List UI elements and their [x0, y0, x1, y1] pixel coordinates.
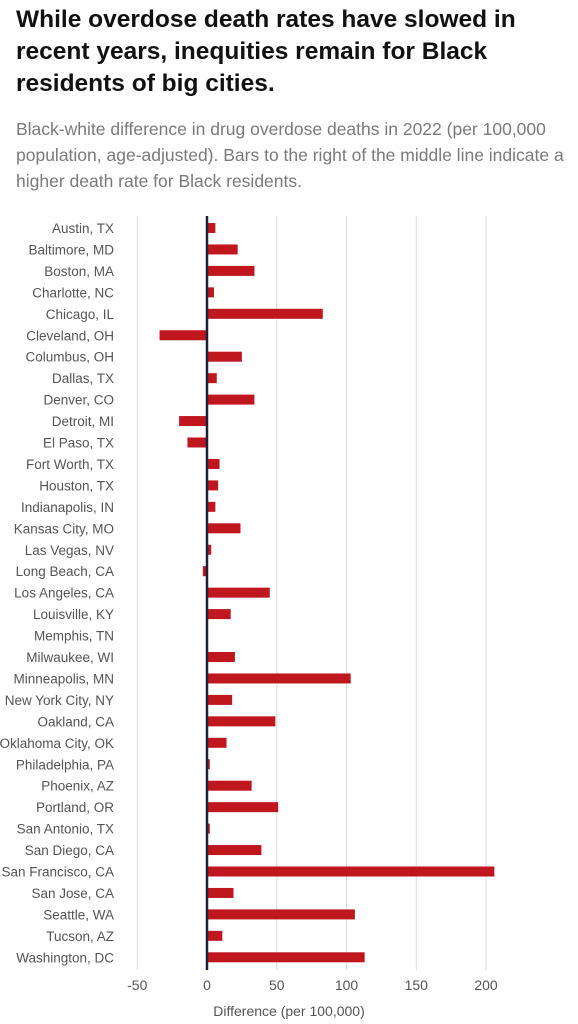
category-label: Oakland, CA: [37, 714, 114, 729]
bar: [207, 866, 495, 877]
category-label: Portland, OR: [36, 800, 114, 815]
category-label: El Paso, TX: [43, 436, 114, 451]
category-label: Charlotte, NC: [32, 285, 114, 300]
bars: [159, 223, 495, 963]
bar: [207, 223, 216, 233]
bar: [202, 566, 207, 577]
bar: [207, 480, 219, 491]
category-labels: Austin, TX Baltimore, MD Boston, MA Charlot…: [0, 221, 114, 965]
category-label: Las Vegas, NV: [25, 543, 114, 558]
bar: [207, 501, 216, 512]
bar: [207, 909, 355, 920]
category-label: New York City, NY: [5, 693, 114, 708]
category-label: Long Beach, CA: [16, 564, 114, 579]
x-tick-label: -50: [127, 977, 147, 993]
category-label: San Diego, CA: [25, 843, 114, 858]
bar: [207, 609, 231, 620]
category-label: Austin, TX: [52, 221, 114, 236]
bar: [207, 845, 262, 856]
bar: [207, 930, 223, 941]
category-label: Houston, TX: [39, 478, 114, 493]
category-label: Seattle, WA: [43, 907, 114, 922]
category-label: Columbus, OH: [25, 350, 114, 365]
category-label: Baltimore, MD: [28, 242, 114, 257]
x-tick-label: 50: [269, 977, 285, 993]
bar: [207, 587, 270, 598]
category-label: Milwaukee, WI: [26, 650, 114, 665]
category-label: Fort Worth, TX: [26, 457, 114, 472]
x-axis: -50 0 50 100 150 200: [127, 216, 498, 993]
category-label: San Jose, CA: [31, 886, 114, 901]
bar: [207, 544, 212, 555]
bar: [179, 416, 207, 427]
bar: [187, 437, 207, 448]
bar: [207, 373, 217, 384]
category-label: Washington, DC: [16, 950, 114, 965]
bar: [207, 244, 238, 255]
bar: [207, 737, 227, 748]
bar: [207, 802, 279, 813]
category-label: Detroit, MI: [52, 414, 114, 429]
category-label: Dallas, TX: [52, 371, 114, 386]
bar: [159, 330, 207, 341]
category-label: Kansas City, MO: [14, 521, 114, 536]
bar: [207, 523, 241, 534]
bar: [207, 673, 351, 684]
bar: [207, 694, 233, 705]
bar: [207, 759, 210, 770]
category-label: Boston, MA: [44, 264, 114, 279]
bar: [207, 458, 220, 469]
bar: [207, 308, 323, 319]
bar: [207, 394, 255, 405]
x-tick-label: 200: [474, 977, 498, 993]
category-label: Chicago, IL: [46, 307, 115, 322]
category-label: Memphis, TN: [34, 629, 114, 644]
category-label: Oklahoma City, OK: [0, 736, 114, 751]
chart-subtitle: Black-white difference in drug overdose …: [16, 119, 564, 191]
bar: [207, 351, 242, 362]
category-label: San Francisco, CA: [1, 865, 114, 880]
category-label: Philadelphia, PA: [16, 757, 114, 772]
bar: [207, 287, 214, 298]
x-tick-label: 0: [203, 977, 211, 993]
bar: [207, 652, 235, 662]
bar: [207, 780, 252, 791]
x-tick-label: 150: [405, 977, 429, 993]
category-label: Tucson, AZ: [46, 929, 114, 944]
category-label: San Antonio, TX: [17, 822, 114, 837]
grid-lines: [136, 216, 487, 970]
bar: [207, 265, 255, 276]
category-label: Cleveland, OH: [26, 328, 114, 343]
bar: [207, 887, 234, 898]
x-axis-label: Difference (per 100,000): [213, 1003, 365, 1019]
category-label: Louisville, KY: [33, 607, 114, 622]
category-label: Phoenix, AZ: [41, 779, 114, 794]
bar: [207, 716, 276, 727]
bar: [207, 952, 365, 963]
category-label: Los Angeles, CA: [14, 586, 114, 601]
category-label: Denver, CO: [43, 393, 114, 408]
bar: [207, 823, 210, 834]
chart-title: While overdose death rates have slowed i…: [16, 6, 516, 97]
category-label: Indianapolis, IN: [21, 500, 114, 515]
x-tick-label: 100: [335, 977, 359, 993]
category-label: Minneapolis, MN: [13, 671, 114, 686]
